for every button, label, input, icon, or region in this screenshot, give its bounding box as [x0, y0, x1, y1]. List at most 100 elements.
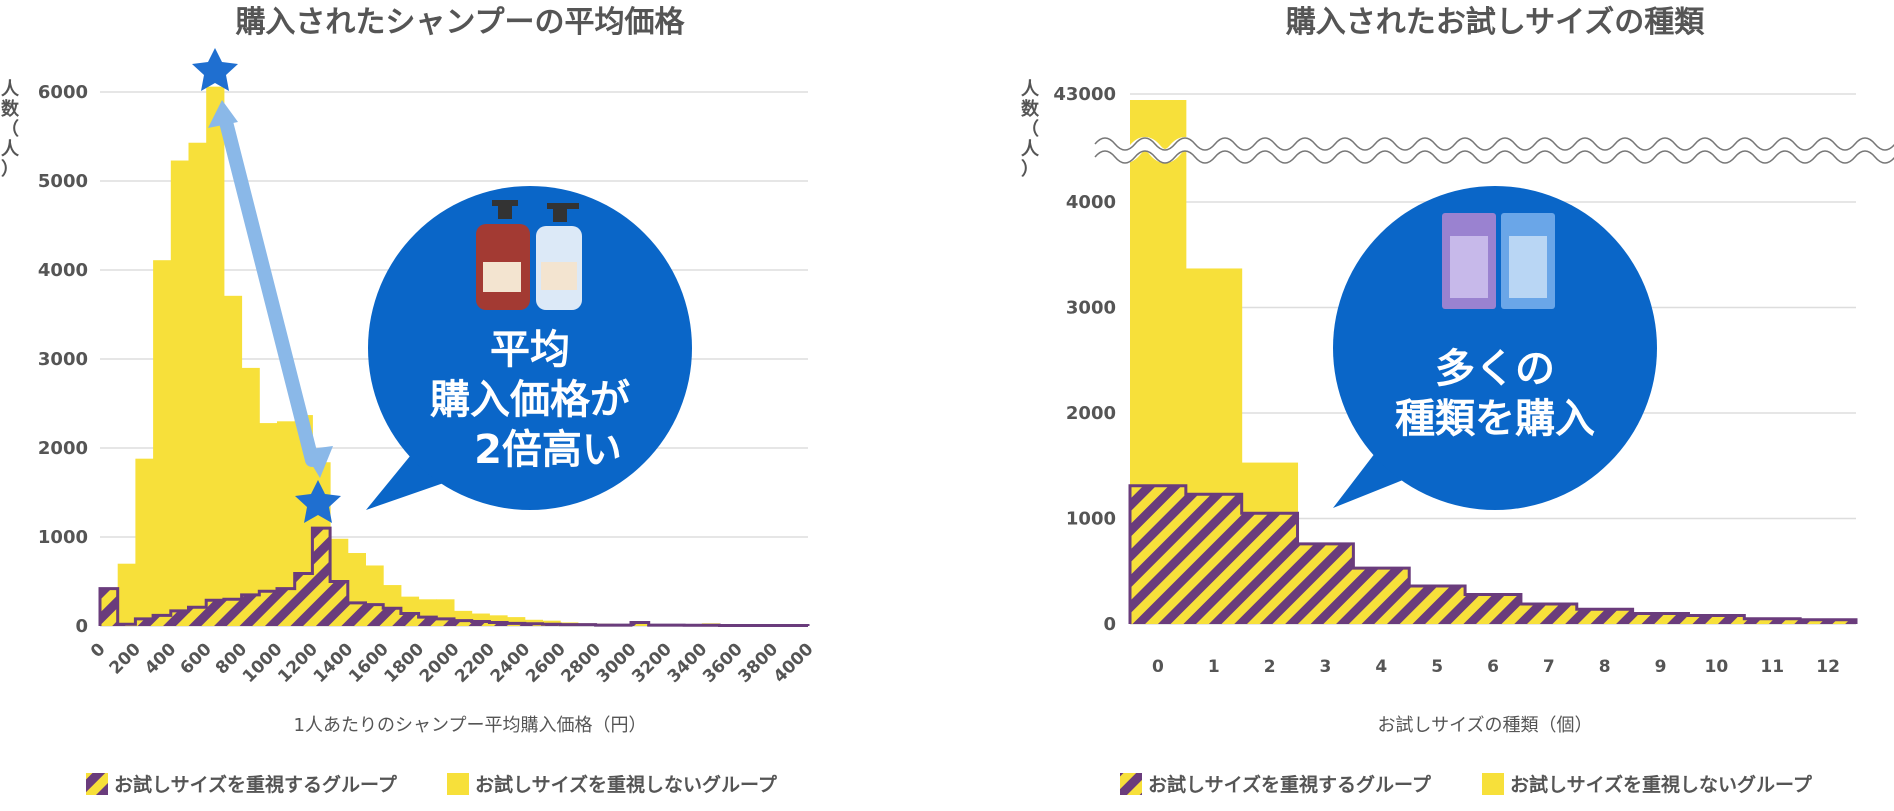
annotation-line-2: 購入価格が — [430, 377, 630, 423]
chart1-ytick-label: 5000 — [38, 171, 88, 192]
chart1-ylabel-char: 人 — [1, 79, 20, 100]
star-icon — [295, 480, 341, 523]
legend-stripe-label: お試しサイズを重視するグループ — [1148, 773, 1432, 796]
chart2-ylabel-char: 人 — [1021, 79, 1040, 100]
chart2-bar-striped — [1297, 543, 1354, 624]
chart1-xtick-label: 3800 — [735, 639, 783, 687]
chart1-xtick-label: 4000 — [770, 639, 818, 687]
chart2-ytick-label: 2000 — [1066, 403, 1116, 424]
star-icon — [192, 48, 238, 91]
chart1-ytick-label: 3000 — [38, 349, 88, 370]
axis-break-line — [1094, 137, 1894, 151]
chart1-bar-striped — [418, 617, 437, 626]
chart1-bar-striped — [400, 613, 420, 626]
chart2-bar-striped — [1130, 485, 1187, 624]
chart2-xtick-label: 7 — [1543, 657, 1555, 677]
chart2-xtick-label: 12 — [1816, 657, 1840, 677]
chart1-bar-striped — [259, 591, 278, 626]
chart1-xtick-label: 2400 — [487, 639, 535, 687]
chart1-bar-striped — [188, 607, 207, 626]
chart1-bar-striped — [241, 594, 260, 626]
chart1-bar-solid — [188, 142, 207, 627]
chart1-ylabel-char: ） — [1, 159, 19, 180]
chart1-xtick-label: 1400 — [310, 639, 358, 687]
chart1-ytick-label: 4000 — [38, 260, 88, 281]
chart1-series-striped — [98, 526, 810, 628]
chart2-bar-striped — [1241, 513, 1299, 624]
chart1-bar-striped — [365, 604, 384, 626]
chart1-bar-striped — [454, 620, 473, 626]
legend-solid-label: お試しサイズを重視しないグループ — [475, 773, 778, 796]
chart1-legend: お試しサイズを重視するグループ お試しサイズを重視しないグループ — [86, 773, 778, 796]
chart1-xtick-label: 1200 — [274, 639, 322, 687]
chart2-series-striped — [1128, 484, 1858, 624]
chart2-ytick-label: 4000 — [1066, 192, 1116, 213]
chart2-ylabel-char: ） — [1021, 159, 1039, 180]
legend-solid-swatch — [1482, 773, 1504, 795]
chart1-xtick-label: 3000 — [593, 639, 641, 687]
chart2-yticks: 0 1000 2000 3000 4000 43000 — [1053, 84, 1116, 635]
chart2-striped-outline — [1128, 484, 1858, 624]
chart2-xtick-label: 4 — [1375, 657, 1387, 677]
chart1-xtick-label: 0 — [87, 639, 110, 662]
legend-stripe-swatch — [1120, 773, 1142, 795]
chart1-xtick-label: 200 — [106, 639, 145, 678]
chart2-xtick-label: 6 — [1487, 657, 1499, 677]
chart2-bar-striped — [1353, 568, 1410, 624]
chart2-xtick-label: 11 — [1760, 657, 1784, 677]
chart1-bar-striped — [223, 599, 243, 626]
chart1-bar-striped — [153, 615, 172, 626]
chart2-ylabel-char: （ — [1021, 119, 1039, 140]
chart1-xtick-label: 1600 — [345, 639, 393, 687]
chart2-xtick-label: 9 — [1655, 657, 1667, 677]
chart2-xticks: 0 1 2 3 4 5 6 7 8 9 10 11 12 — [1152, 657, 1840, 677]
chart1-bar-solid — [277, 421, 296, 626]
chart1-bar-solid — [489, 615, 508, 626]
chart1-ytick-label: 0 — [75, 616, 88, 637]
annotation-line-3: 2倍高い — [474, 427, 622, 473]
chart1-bar-solid — [206, 86, 225, 626]
chart2-bar-striped — [1576, 609, 1634, 624]
double-arrow — [208, 100, 333, 478]
chart2-xtick-label: 10 — [1705, 657, 1729, 677]
chart1-xtick-label: 2600 — [522, 639, 570, 687]
chart1-xtick-label: 600 — [176, 639, 215, 678]
chart1-xtick-label: 3200 — [628, 639, 676, 687]
chart2-bar-striped — [1520, 603, 1578, 624]
chart1-bar-striped — [436, 618, 455, 626]
chart1-bar-striped — [206, 600, 225, 626]
chart1-striped-outline — [98, 526, 810, 628]
annotation-line-1: 平均 — [490, 327, 570, 373]
chart2-bar-striped — [1185, 494, 1243, 624]
chart2-legend: お試しサイズを重視するグループ お試しサイズを重視しないグループ — [1120, 773, 1813, 796]
chart1-ytick-label: 1000 — [38, 527, 88, 548]
chart1-bar-solid — [117, 563, 136, 626]
annotation-bubble: 平均 購入価格が 2倍高い — [366, 186, 692, 510]
chart2-bar-striped — [1688, 615, 1745, 624]
chart1-bar-striped — [100, 588, 119, 626]
chart1-ylabel-char: 数 — [1, 98, 20, 120]
chart1-yticks: 0 1000 2000 3000 4000 5000 6000 — [38, 82, 88, 637]
chart2-ytick-label: 1000 — [1066, 509, 1116, 530]
legend-solid-swatch — [447, 773, 469, 795]
chart2-ytick-label: 43000 — [1053, 84, 1116, 105]
chart1-bar-striped — [277, 588, 296, 626]
annotation-line-1: 多くの — [1435, 346, 1555, 392]
axis-break-band — [1089, 137, 1894, 163]
shampoo-bottles-icon — [476, 200, 582, 310]
chart1-bar-striped — [383, 608, 402, 626]
chart1-xtick-label: 1000 — [239, 639, 287, 687]
chart1-bar-solid — [241, 367, 260, 626]
chart1-bar-striped — [170, 610, 189, 626]
chart2-xtick-label: 5 — [1431, 657, 1443, 677]
axis-break-wave — [1089, 137, 1894, 164]
legend-stripe-label: お試しサイズを重視するグループ — [114, 773, 398, 796]
chart1-xtick-label: 2000 — [416, 639, 464, 687]
shampoo-price-chart: 購入されたシャンプーの平均価格 人数（人） 010002000300040005… — [1, 5, 818, 796]
chart2-bar-striped — [1632, 613, 1689, 624]
legend-stripe-swatch — [86, 773, 108, 795]
chart1-ytick-label: 6000 — [38, 82, 88, 103]
chart1-xtick-label: 3400 — [664, 639, 712, 687]
chart1-bar-striped — [312, 528, 331, 626]
